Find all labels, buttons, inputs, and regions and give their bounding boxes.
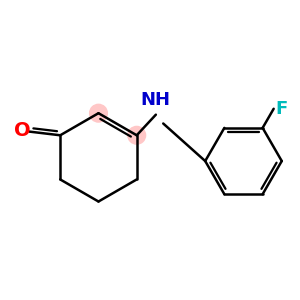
Text: O: O xyxy=(14,121,30,140)
Circle shape xyxy=(89,103,108,123)
Text: F: F xyxy=(275,100,287,118)
Circle shape xyxy=(127,126,146,145)
Text: NH: NH xyxy=(141,91,171,109)
